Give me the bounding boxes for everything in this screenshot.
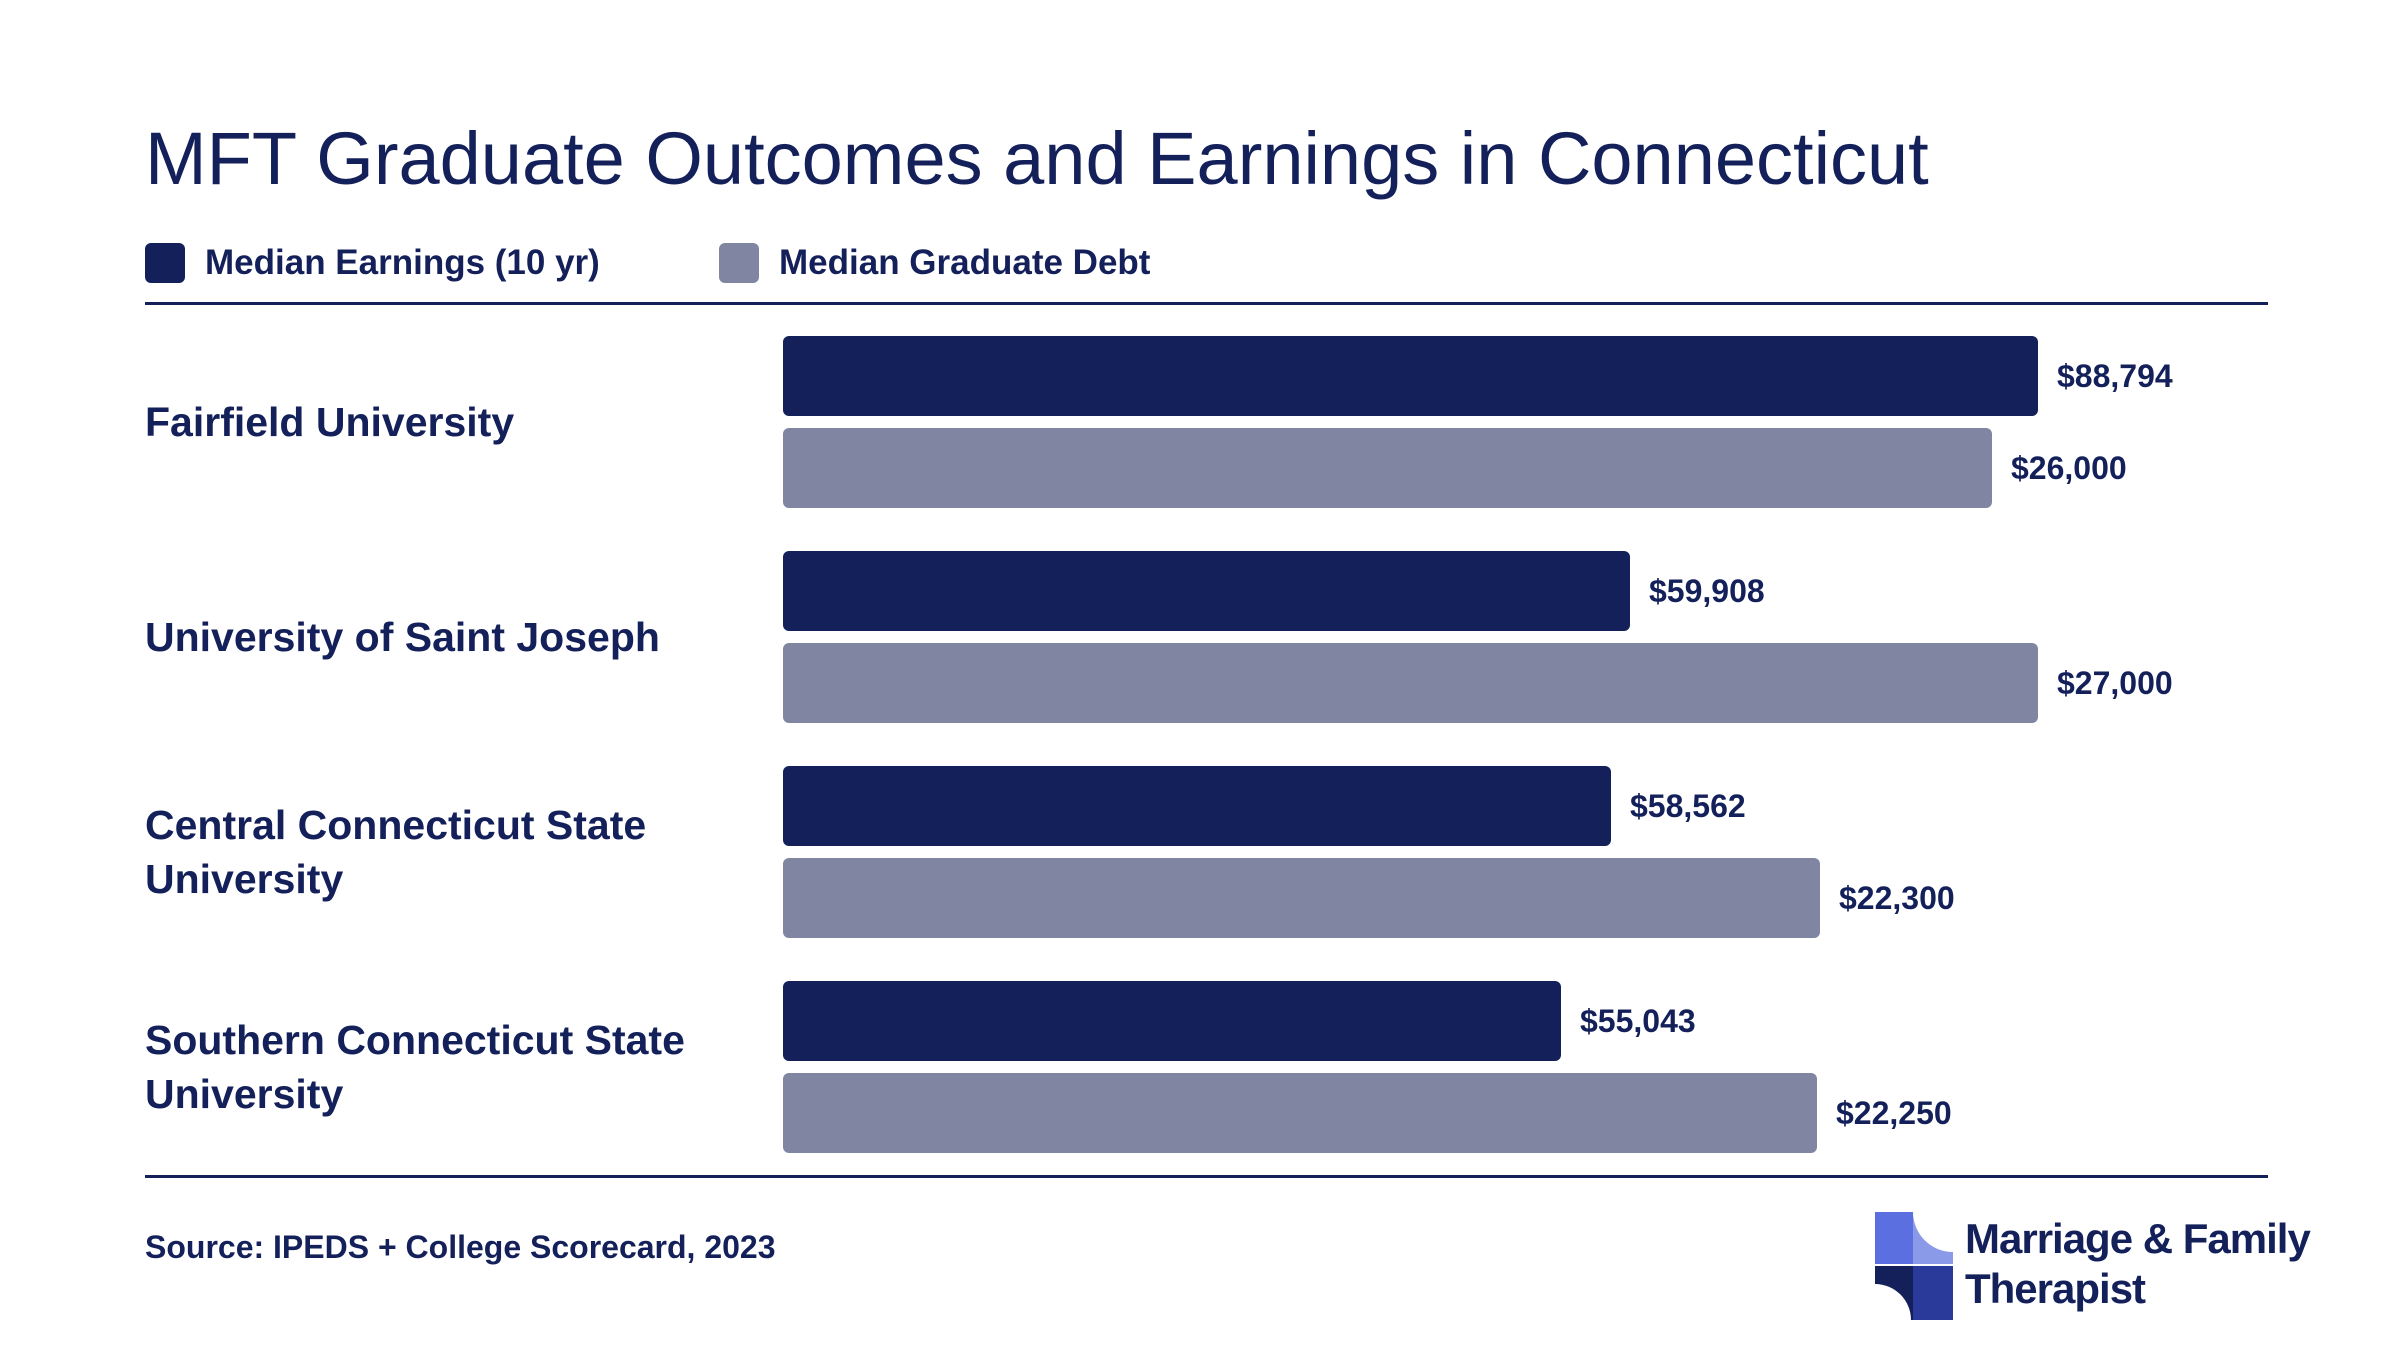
data-label-debt: $26,000	[2011, 450, 2127, 486]
data-label-earnings: $88,794	[2057, 358, 2173, 394]
bar-debt	[783, 643, 2038, 723]
bar-earnings	[783, 981, 1561, 1061]
source-note: Source: IPEDS + College Scorecard, 2023	[145, 1229, 776, 1265]
category-label: Central Connecticut State University	[145, 802, 647, 902]
logo-icon	[1875, 1212, 1955, 1320]
category-label: Southern Connecticut State University	[145, 1017, 685, 1117]
data-label-debt: $22,250	[1836, 1095, 1952, 1131]
logo-line-2: Therapist	[1965, 1265, 2146, 1312]
divider-bottom	[145, 1175, 2268, 1178]
bar-earnings	[783, 336, 2038, 416]
bar-debt	[783, 858, 1820, 938]
brand-logo: Marriage & Family Therapist	[1875, 1212, 2311, 1322]
bar-debt	[783, 428, 1992, 508]
divider-top	[145, 302, 2268, 305]
legend-swatch-earnings	[145, 243, 185, 283]
bar-earnings	[783, 766, 1611, 846]
data-label-earnings: $59,908	[1649, 573, 1765, 609]
logo-wordmark: Marriage & Family Therapist	[1965, 1214, 2311, 1314]
data-label-debt: $22,300	[1839, 880, 1955, 916]
data-label-earnings: $58,562	[1630, 788, 1746, 824]
chart-title: MFT Graduate Outcomes and Earnings in Co…	[145, 117, 1929, 200]
data-label-debt: $27,000	[2057, 665, 2173, 701]
category-label: Fairfield University	[145, 399, 515, 445]
category-label: University of Saint Joseph	[145, 614, 660, 660]
data-label-earnings: $55,043	[1580, 1003, 1696, 1039]
logo-line-1: Marriage & Family	[1965, 1215, 2311, 1262]
bar-earnings	[783, 551, 1630, 631]
legend-label-earnings: Median Earnings (10 yr)	[205, 243, 600, 282]
bar-debt	[783, 1073, 1817, 1153]
legend-label-debt: Median Graduate Debt	[779, 243, 1151, 282]
legend-swatch-debt	[719, 243, 759, 283]
